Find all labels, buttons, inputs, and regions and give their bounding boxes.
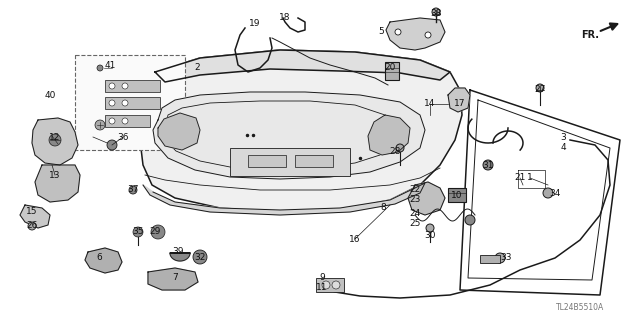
Polygon shape (408, 182, 445, 215)
Text: 1: 1 (527, 174, 533, 182)
Text: 28: 28 (389, 147, 401, 157)
Text: 38: 38 (430, 9, 442, 18)
Text: 10: 10 (451, 191, 463, 201)
Bar (105, 97, 160, 109)
Polygon shape (368, 115, 410, 155)
Circle shape (322, 281, 330, 289)
Polygon shape (158, 113, 200, 150)
Polygon shape (386, 18, 445, 50)
Text: 26: 26 (26, 221, 38, 231)
Polygon shape (140, 50, 462, 212)
Text: 2: 2 (194, 63, 200, 72)
Text: 31: 31 (483, 160, 493, 169)
Circle shape (109, 83, 115, 89)
Text: 36: 36 (117, 132, 129, 142)
Text: 8: 8 (380, 203, 386, 211)
Polygon shape (153, 92, 425, 179)
Circle shape (49, 134, 61, 146)
Circle shape (396, 144, 404, 152)
Circle shape (107, 140, 117, 150)
Circle shape (465, 215, 475, 225)
Circle shape (28, 222, 36, 230)
Text: 32: 32 (195, 253, 205, 262)
Circle shape (483, 160, 493, 170)
Text: 37: 37 (127, 186, 139, 195)
Text: 6: 6 (96, 253, 102, 262)
Circle shape (109, 100, 115, 106)
Circle shape (151, 225, 165, 239)
Circle shape (122, 100, 128, 106)
Bar (230, 148, 350, 176)
Text: 24: 24 (410, 209, 420, 218)
Text: TL24B5510A: TL24B5510A (556, 303, 604, 313)
Text: 29: 29 (149, 227, 161, 236)
Text: 7: 7 (172, 273, 178, 283)
Circle shape (122, 118, 128, 124)
Text: 19: 19 (249, 19, 260, 27)
Text: 15: 15 (26, 206, 38, 216)
Bar (105, 115, 150, 127)
Polygon shape (85, 248, 122, 273)
Circle shape (543, 188, 553, 198)
Circle shape (109, 118, 115, 124)
Text: 40: 40 (44, 91, 56, 100)
Bar (448, 188, 466, 202)
Text: 9: 9 (319, 273, 325, 283)
Circle shape (495, 253, 505, 263)
Text: 16: 16 (349, 234, 361, 243)
Circle shape (425, 32, 431, 38)
Text: 34: 34 (549, 189, 561, 197)
Polygon shape (155, 50, 450, 82)
Polygon shape (35, 165, 80, 202)
Circle shape (97, 65, 103, 71)
Text: 11: 11 (316, 284, 328, 293)
Circle shape (133, 227, 143, 237)
Polygon shape (170, 253, 190, 261)
Bar (480, 255, 500, 263)
Circle shape (129, 186, 137, 194)
Bar (105, 80, 160, 92)
Circle shape (332, 281, 340, 289)
Text: 30: 30 (424, 231, 436, 240)
Text: 3: 3 (560, 133, 566, 143)
Polygon shape (148, 268, 198, 290)
Bar (75, 55, 185, 150)
Bar (385, 62, 399, 80)
Circle shape (426, 224, 434, 232)
Text: 18: 18 (279, 13, 291, 23)
Text: 39: 39 (172, 248, 184, 256)
Bar (295, 155, 333, 167)
Text: 17: 17 (454, 100, 466, 108)
Text: 33: 33 (500, 254, 512, 263)
Text: 25: 25 (410, 219, 420, 227)
Bar (316, 278, 344, 292)
Text: 22: 22 (410, 184, 420, 194)
Circle shape (95, 120, 105, 130)
Text: 20: 20 (384, 63, 396, 72)
Text: 35: 35 (132, 227, 144, 236)
Polygon shape (20, 205, 50, 228)
Polygon shape (32, 118, 78, 165)
Bar (248, 155, 286, 167)
Circle shape (122, 83, 128, 89)
Text: 41: 41 (104, 61, 116, 70)
Text: FR.: FR. (581, 30, 599, 40)
Text: 5: 5 (378, 27, 384, 36)
Text: 13: 13 (49, 170, 61, 180)
Text: 23: 23 (410, 195, 420, 204)
Text: 4: 4 (560, 144, 566, 152)
Circle shape (193, 250, 207, 264)
Circle shape (536, 84, 544, 92)
Text: 21: 21 (515, 174, 525, 182)
Circle shape (432, 8, 440, 16)
Text: 27: 27 (534, 85, 546, 94)
Text: 12: 12 (49, 132, 61, 142)
Polygon shape (448, 88, 470, 112)
Circle shape (395, 29, 401, 35)
Text: 14: 14 (424, 100, 436, 108)
Polygon shape (143, 183, 425, 215)
